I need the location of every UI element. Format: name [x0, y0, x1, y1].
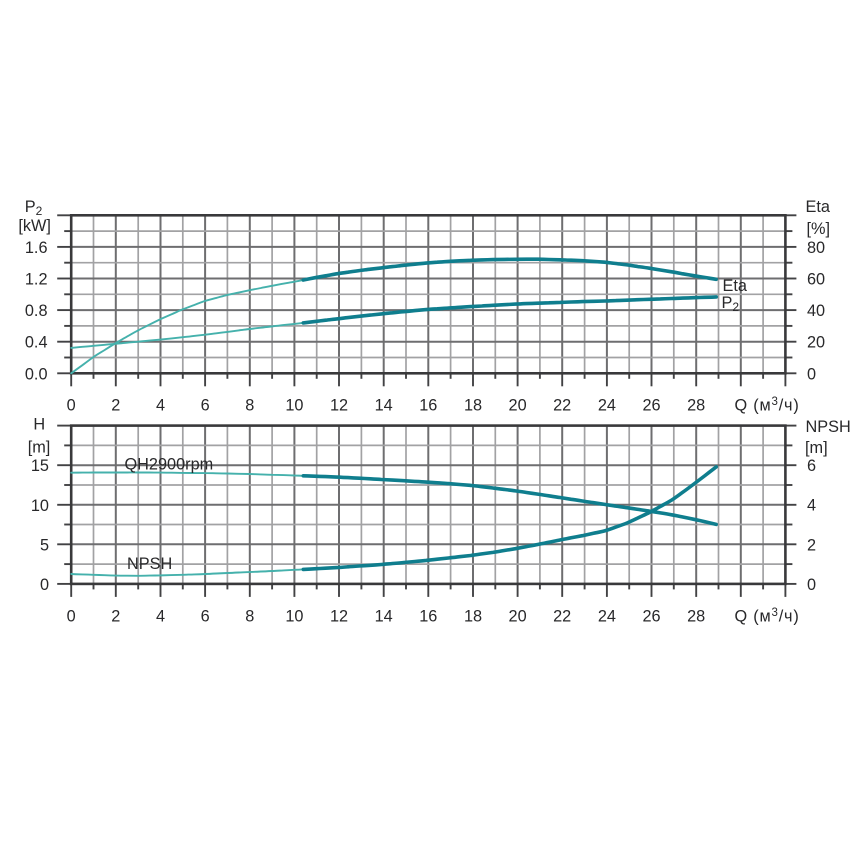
svg-text:2: 2 [807, 536, 816, 554]
svg-text:[m]: [m] [28, 438, 51, 456]
svg-text:0.0: 0.0 [25, 365, 48, 383]
svg-text:15: 15 [31, 457, 49, 475]
svg-text:80: 80 [807, 239, 825, 257]
svg-text:28: 28 [687, 397, 705, 415]
svg-text:18: 18 [464, 397, 482, 415]
svg-text:18: 18 [464, 608, 482, 626]
svg-text:4: 4 [156, 397, 165, 415]
svg-text:[%]: [%] [807, 220, 831, 238]
svg-text:QH2900rpm: QH2900rpm [125, 456, 214, 474]
svg-text:16: 16 [419, 608, 437, 626]
svg-text:0.4: 0.4 [25, 334, 48, 352]
svg-text:0: 0 [67, 608, 76, 626]
svg-text:Q (м3/ч): Q (м3/ч) [735, 607, 800, 626]
svg-text:10: 10 [285, 397, 303, 415]
svg-text:10: 10 [285, 608, 303, 626]
svg-text:[kW]: [kW] [18, 217, 51, 235]
svg-text:6: 6 [807, 457, 816, 475]
svg-text:8: 8 [245, 397, 254, 415]
svg-text:10: 10 [31, 497, 49, 515]
svg-text:40: 40 [807, 302, 825, 320]
svg-text:24: 24 [598, 608, 616, 626]
svg-text:0: 0 [40, 576, 49, 594]
svg-text:20: 20 [807, 334, 825, 352]
svg-text:0: 0 [67, 397, 76, 415]
svg-text:4: 4 [156, 608, 165, 626]
svg-text:Eta: Eta [723, 277, 748, 295]
svg-text:14: 14 [375, 397, 393, 415]
svg-text:H: H [33, 416, 45, 434]
svg-text:2: 2 [111, 608, 120, 626]
svg-text:60: 60 [807, 271, 825, 289]
svg-text:1.6: 1.6 [25, 239, 48, 257]
svg-text:26: 26 [642, 608, 660, 626]
svg-text:12: 12 [330, 608, 348, 626]
svg-text:NPSH: NPSH [806, 418, 850, 436]
svg-text:0: 0 [807, 576, 816, 594]
svg-text:20: 20 [509, 608, 527, 626]
svg-text:5: 5 [40, 536, 49, 554]
svg-text:2: 2 [111, 397, 120, 415]
svg-text:6: 6 [201, 608, 210, 626]
svg-text:[m]: [m] [805, 439, 828, 457]
svg-text:28: 28 [687, 608, 705, 626]
svg-text:0: 0 [807, 365, 816, 383]
svg-text:16: 16 [419, 397, 437, 415]
svg-text:26: 26 [642, 397, 660, 415]
svg-text:1.2: 1.2 [25, 271, 48, 289]
svg-text:14: 14 [375, 608, 393, 626]
svg-text:12: 12 [330, 397, 348, 415]
svg-text:4: 4 [807, 497, 816, 515]
svg-text:22: 22 [553, 397, 571, 415]
svg-text:0.8: 0.8 [25, 302, 48, 320]
svg-text:8: 8 [245, 608, 254, 626]
svg-text:24: 24 [598, 397, 616, 415]
svg-text:Eta: Eta [806, 198, 831, 216]
svg-text:6: 6 [201, 397, 210, 415]
svg-text:NPSH: NPSH [127, 555, 172, 573]
svg-text:Q (м3/ч): Q (м3/ч) [735, 396, 800, 415]
svg-text:22: 22 [553, 608, 571, 626]
svg-text:20: 20 [509, 397, 527, 415]
